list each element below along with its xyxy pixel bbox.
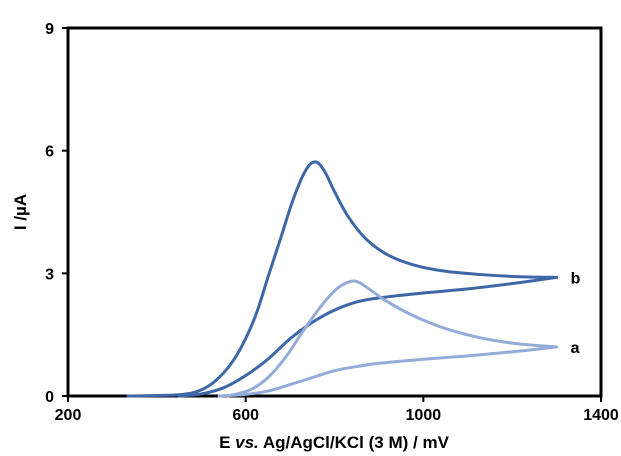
series-a-reverse-line — [217, 345, 559, 398]
x-tick-label: 600 — [232, 407, 259, 424]
x-axis-title-suffix: Ag/AgCl/KCl (3 M) / mV — [259, 433, 450, 452]
x-tick-label: 1000 — [406, 407, 442, 424]
x-axis-title: E vs. Ag/AgCl/KCl (3 M) / mV — [219, 433, 450, 452]
series-label-a: a — [571, 340, 580, 357]
y-axis-ticks: 0 3 6 9 — [45, 21, 68, 406]
x-axis-ticks: 200 600 1000 1400 — [55, 396, 619, 424]
x-tick-label: 200 — [55, 407, 82, 424]
series-label-b: b — [571, 270, 581, 287]
y-axis-title: I /µA — [11, 194, 30, 230]
x-axis-title-italic: vs. — [235, 433, 259, 452]
y-tick-label: 6 — [45, 144, 54, 161]
y-tick-label: 9 — [45, 21, 54, 38]
x-tick-label: 1400 — [583, 407, 619, 424]
plot-area-frame — [66, 26, 603, 398]
series-labels: ba — [571, 270, 581, 357]
series-b-forward-line — [126, 160, 559, 398]
series-b-reverse-line — [177, 275, 559, 398]
curves-group — [126, 160, 559, 398]
series-a-forward-line — [226, 279, 559, 398]
x-axis-title-prefix: E — [219, 433, 235, 452]
y-tick-label: 3 — [45, 266, 54, 283]
y-tick-label: 0 — [45, 389, 54, 406]
